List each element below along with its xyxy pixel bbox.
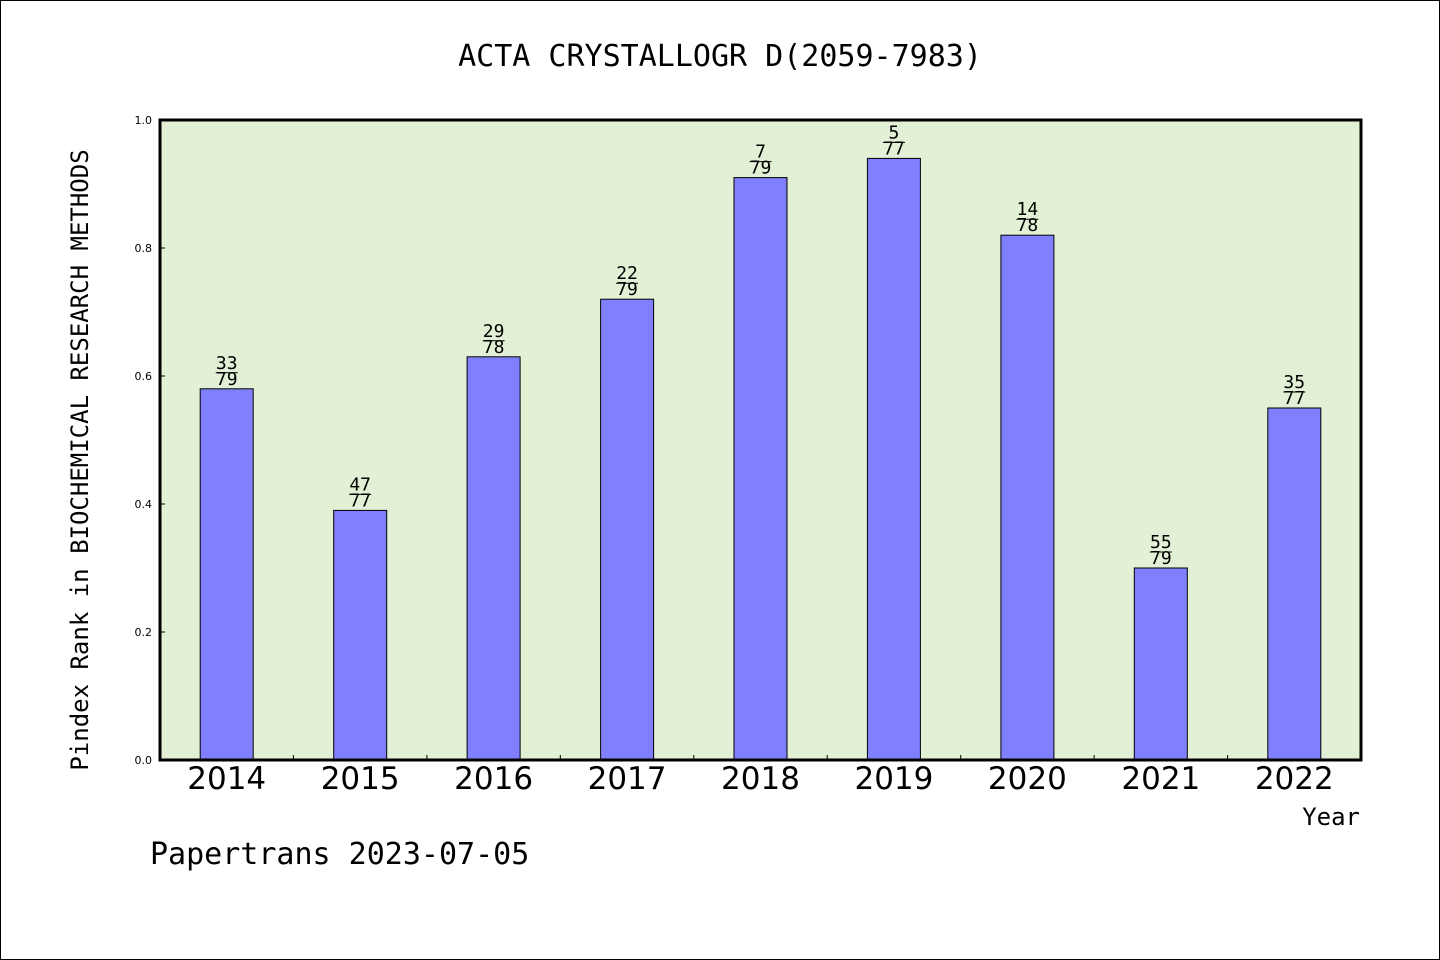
y-tick-label-0.6: 0.6 [135,370,153,383]
y-axis-ticks: 0.0 0.2 0.4 0.6 0.8 1.0 [135,114,165,767]
y-tick-label-0.2: 0.2 [135,626,153,639]
x-tick-label-2020: 2020 [988,761,1067,797]
x-tick-label-2015: 2015 [321,761,400,797]
rank-numerator-2017: 22 [616,263,638,284]
bar-2015 [333,509,388,761]
rank-numerator-2019: 5 [889,122,900,143]
bar-2021 [1133,567,1188,761]
rank-denominator-2014: 79 [216,369,238,390]
rank-denominator-2018: 79 [750,158,772,179]
y-tick-label-0.0: 0.0 [135,754,153,767]
rank-numerator-2018: 7 [755,142,766,163]
rank-numerator-2021: 55 [1150,532,1172,553]
x-tick-label-2014: 2014 [187,761,266,797]
rank-denominator-2015: 77 [349,490,371,511]
y-tick-label-1.0: 1.0 [135,114,153,127]
x-tick-label-2018: 2018 [721,761,800,797]
rank-numerator-2020: 14 [1017,199,1039,220]
chart-title: ACTA CRYSTALLOGR D(2059-7983) [458,39,982,74]
bar-2016 [466,356,521,761]
rank-numerator-2015: 47 [349,474,371,495]
bar-2018 [733,177,788,761]
x-tick-label-2017: 2017 [588,761,667,797]
x-axis-label: Year [1302,803,1360,831]
rank-denominator-2019: 77 [883,138,905,159]
x-tick-label-2016: 2016 [454,761,533,797]
rank-numerator-2022: 35 [1283,372,1305,393]
x-tick-label-2021: 2021 [1121,761,1200,797]
y-tick-label-0.8: 0.8 [135,242,153,255]
rank-numerator-2014: 33 [216,353,238,374]
rank-denominator-2021: 79 [1150,548,1172,569]
rank-denominator-2017: 79 [616,279,638,300]
rank-denominator-2016: 78 [483,337,505,358]
footer-credit: Papertrans 2023-07-05 [150,837,529,872]
bar-2017 [600,298,655,761]
rank-denominator-2020: 78 [1017,215,1039,236]
bar-2022 [1267,407,1322,761]
bar-2019 [866,157,921,761]
bar-2020 [1000,234,1055,761]
y-axis-label: Pindex Rank in BIOCHEMICAL RESEARCH METH… [66,149,94,770]
rank-numerator-2016: 29 [483,321,505,342]
bars [199,157,1322,761]
plot-border [158,118,1363,762]
rank-denominator-2022: 77 [1283,388,1305,409]
x-tick-label-2022: 2022 [1255,761,1334,797]
y-tick-label-0.4: 0.4 [135,498,153,511]
bar-2014 [199,388,254,761]
x-axis-ticks: 2014 2015 2016 2017 2018 2019 2020 2021 2022 [187,755,1334,797]
x-tick-label-2019: 2019 [854,761,933,797]
